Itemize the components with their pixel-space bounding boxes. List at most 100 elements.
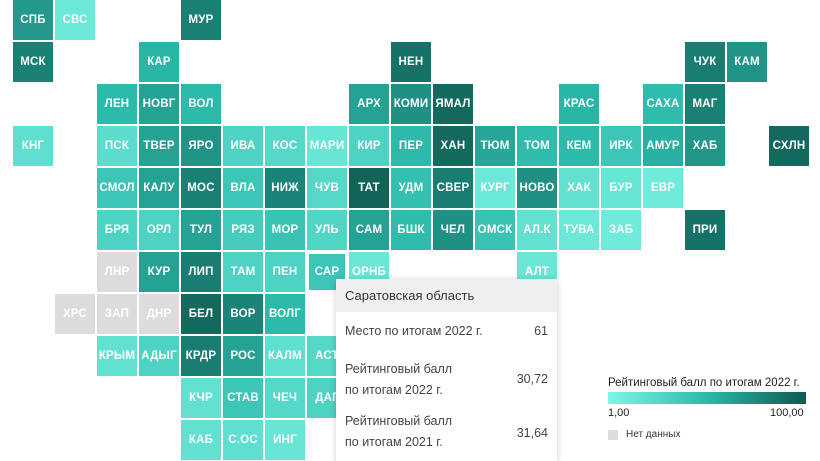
region-tile-14[interactable]: КРАС	[559, 84, 599, 124]
region-tile-48[interactable]: БРЯ	[97, 210, 137, 250]
region-tile-66[interactable]: ПЕН	[265, 252, 305, 292]
region-tile-83[interactable]: СТАВ	[223, 378, 263, 418]
legend-nodata-label: Нет данных	[626, 429, 681, 440]
region-tile-84[interactable]: ЧЕЧ	[265, 378, 305, 418]
region-tile-22[interactable]: КОС	[265, 126, 305, 166]
region-tile-16[interactable]: МАГ	[685, 84, 725, 124]
legend-max-label: 100,00	[770, 407, 804, 419]
region-tile-37[interactable]: ВЛА	[223, 168, 263, 208]
region-tile-71[interactable]: ЗАП	[97, 294, 137, 334]
region-tile-11[interactable]: АРХ	[349, 84, 389, 124]
region-tile-28[interactable]: ТОМ	[517, 126, 557, 166]
region-tile-5[interactable]: НЕН	[391, 42, 431, 82]
tooltip-row-label: Рейтинговый балл по итогам 2022 г.	[345, 362, 453, 397]
region-tile-54[interactable]: САМ	[349, 210, 389, 250]
region-tile-9[interactable]: НОВГ	[139, 84, 179, 124]
region-tile-52[interactable]: МОР	[265, 210, 305, 250]
tooltip-row-value: 31,64	[516, 426, 548, 440]
region-tile-31[interactable]: АМУР	[643, 126, 683, 166]
region-tile-53[interactable]: УЛЬ	[307, 210, 347, 250]
tooltip-row-label: Рейтинговый балл по итогам 2021 г.	[345, 414, 453, 449]
tooltip-row-score-2022: Рейтинговый балл по итогам 2022 г. 30,72	[345, 359, 548, 403]
region-tile-57[interactable]: ОМСК	[475, 210, 515, 250]
region-tile-50[interactable]: ТУЛ	[181, 210, 221, 250]
region-tile-42[interactable]: СВЕР	[433, 168, 473, 208]
region-tile-78[interactable]: КРДР	[181, 336, 221, 376]
region-tile-21[interactable]: ИВА	[223, 126, 263, 166]
region-tile-62[interactable]: ЛНР	[97, 252, 137, 292]
region-tile-76[interactable]: КРЫМ	[97, 336, 137, 376]
region-tile-35[interactable]: КАЛУ	[139, 168, 179, 208]
region-tile-82[interactable]: КЧР	[181, 378, 221, 418]
region-tile-12[interactable]: КОМИ	[391, 84, 431, 124]
region-tile-79[interactable]: РОС	[223, 336, 263, 376]
tooltip-title: Саратовская область	[336, 279, 557, 312]
region-tile-47[interactable]: ЕВР	[643, 168, 683, 208]
region-tile-15[interactable]: САХА	[643, 84, 683, 124]
region-tile-32[interactable]: ХАБ	[685, 126, 725, 166]
region-tile-59[interactable]: ТУВА	[559, 210, 599, 250]
region-tile-30[interactable]: ИРК	[601, 126, 641, 166]
region-tile-44[interactable]: НОВО	[517, 168, 557, 208]
region-tile-63[interactable]: КУР	[139, 252, 179, 292]
region-tile-23[interactable]: МАРИ	[307, 126, 347, 166]
region-tile-55[interactable]: БШК	[391, 210, 431, 250]
region-tile-49[interactable]: ОРЛ	[139, 210, 179, 250]
region-tile-19[interactable]: ТВЕР	[139, 126, 179, 166]
region-tile-64[interactable]: ЛИП	[181, 252, 221, 292]
region-tile-29[interactable]: КЕМ	[559, 126, 599, 166]
region-tile-80[interactable]: КАЛМ	[265, 336, 305, 376]
region-tile-34[interactable]: СМОЛ	[97, 168, 137, 208]
region-tile-36[interactable]: МОС	[181, 168, 221, 208]
region-tile-46[interactable]: БУР	[601, 168, 641, 208]
region-tile-17[interactable]: КНГ	[13, 126, 53, 166]
region-tile-24[interactable]: КИР	[349, 126, 389, 166]
region-tile-25[interactable]: ПЕР	[391, 126, 431, 166]
region-tile-73[interactable]: БЕЛ	[181, 294, 221, 334]
region-tile-87[interactable]: С.ОС	[223, 420, 263, 460]
region-tile-27[interactable]: ТЮМ	[475, 126, 515, 166]
legend-nodata-swatch	[608, 430, 618, 440]
region-tile-26[interactable]: ХАН	[433, 126, 473, 166]
region-tile-75[interactable]: ВОЛГ	[265, 294, 305, 334]
region-tile-70[interactable]: ХРС	[55, 294, 95, 334]
region-tile-86[interactable]: КАБ	[181, 420, 221, 460]
region-tile-65[interactable]: ТАМ	[223, 252, 263, 292]
region-tile-41[interactable]: УДМ	[391, 168, 431, 208]
tooltip-row-value: 30,72	[516, 372, 548, 386]
legend-min-label: 1,00	[608, 407, 630, 419]
tooltip-row-score-2021: Рейтинговый балл по итогам 2021 г. 31,64	[345, 411, 548, 455]
region-tile-43[interactable]: КУРГ	[475, 168, 515, 208]
tooltip-row-label: Место по итогам 2022 г.	[345, 324, 483, 338]
region-tile-18[interactable]: ПСК	[97, 126, 137, 166]
region-tile-20[interactable]: ЯРО	[181, 126, 221, 166]
region-tile-77[interactable]: АДЫГ	[139, 336, 179, 376]
region-tile-10[interactable]: ВОЛ	[181, 84, 221, 124]
region-tile-56[interactable]: ЧЕЛ	[433, 210, 473, 250]
region-tile-1[interactable]: СВС	[55, 0, 95, 40]
region-tile-8[interactable]: ЛЕН	[97, 84, 137, 124]
region-tile-3[interactable]: МСК	[13, 42, 53, 82]
region-tile-60[interactable]: ЗАБ	[601, 210, 641, 250]
region-tile-40[interactable]: ТАТ	[349, 168, 389, 208]
region-tile-39[interactable]: ЧУВ	[307, 168, 347, 208]
region-tile-7[interactable]: КАМ	[727, 42, 767, 82]
region-tile-51[interactable]: РЯЗ	[223, 210, 263, 250]
region-tile-0[interactable]: СПБ	[13, 0, 53, 40]
region-tile-13[interactable]: ЯМАЛ	[433, 84, 473, 124]
region-tile-74[interactable]: ВОР	[223, 294, 263, 334]
legend-title: Рейтинговый балл по итогам 2022 г.	[608, 377, 800, 389]
tooltip-row-place: Место по итогам 2022 г. 61	[345, 321, 548, 343]
region-tile-58[interactable]: АЛ.К	[517, 210, 557, 250]
region-tile-38[interactable]: НИЖ	[265, 168, 305, 208]
region-tile-72[interactable]: ДНР	[139, 294, 179, 334]
legend-gradient-bar	[608, 392, 806, 404]
region-tile-2[interactable]: МУР	[181, 0, 221, 40]
region-tile-61[interactable]: ПРИ	[685, 210, 725, 250]
region-tile-4[interactable]: КАР	[139, 42, 179, 82]
region-tile-45[interactable]: ХАК	[559, 168, 599, 208]
region-tile-6[interactable]: ЧУК	[685, 42, 725, 82]
region-tile-33[interactable]: СХЛН	[769, 126, 809, 166]
region-tile-88[interactable]: ИНГ	[265, 420, 305, 460]
